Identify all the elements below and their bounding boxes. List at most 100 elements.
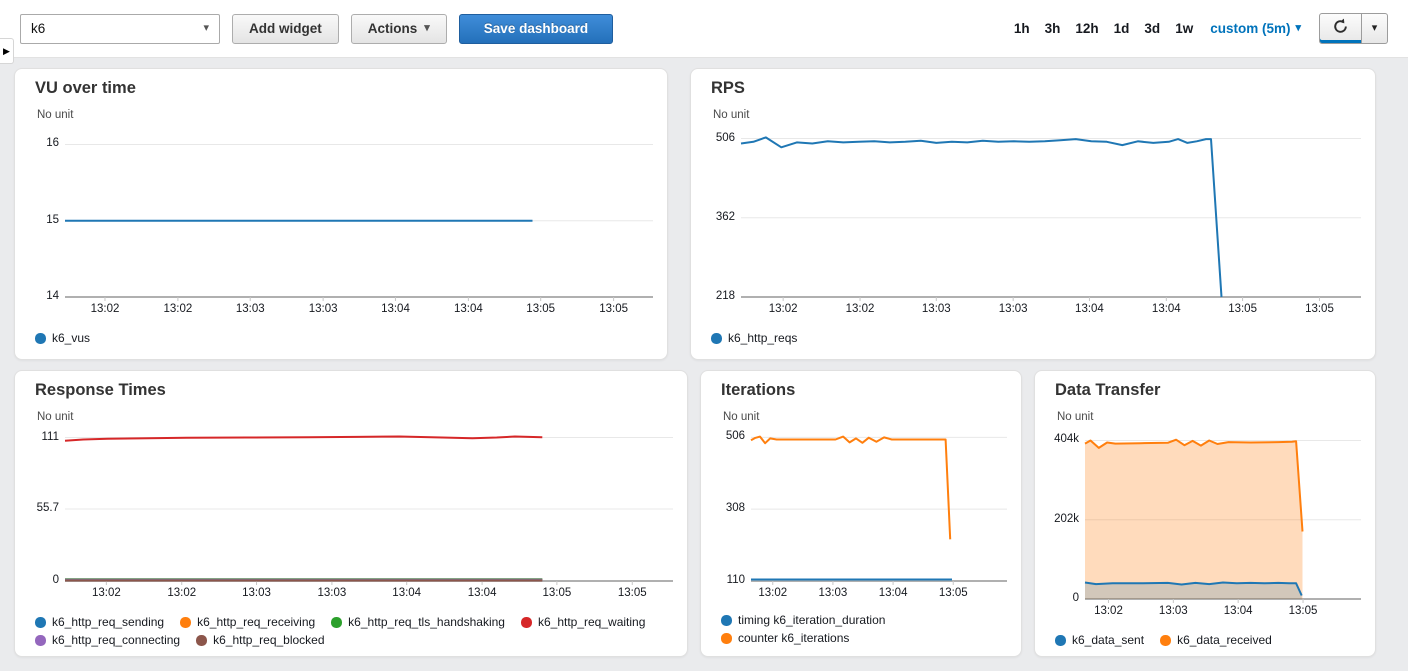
x-tick-label: 13:03 bbox=[235, 303, 265, 315]
x-tick-label: 13:04 bbox=[1223, 605, 1253, 617]
unit-label: No unit bbox=[713, 109, 750, 121]
x-tick-label: 13:05 bbox=[599, 303, 628, 315]
x-tick-label: 13:03 bbox=[818, 587, 848, 599]
iterations-chart[interactable]: 506 308 110 13:02 13:03 13:04 13:05 bbox=[711, 427, 1011, 601]
refresh-button[interactable] bbox=[1319, 13, 1362, 44]
legend-item[interactable]: k6_data_received bbox=[1160, 633, 1272, 647]
legend-item[interactable]: k6_http_req_connecting bbox=[35, 633, 180, 647]
legend-item[interactable]: k6_http_req_blocked bbox=[196, 633, 325, 647]
x-tick-label: 13:05 bbox=[617, 587, 647, 599]
y-tick-label: 202k bbox=[1054, 512, 1079, 525]
legend-label: k6_data_received bbox=[1177, 633, 1272, 647]
legend-color-chip bbox=[331, 616, 343, 628]
chevron-down-icon: ▾ bbox=[1371, 22, 1378, 34]
legend-item[interactable]: k6_vus bbox=[35, 331, 90, 345]
chart-canvas bbox=[740, 136, 1361, 301]
x-tick-label: 13:02 bbox=[167, 587, 197, 599]
sidebar-expand-button[interactable]: ▶ bbox=[0, 38, 14, 64]
legend-color-chip bbox=[196, 634, 208, 646]
legend-label: k6_http_req_tls_handshaking bbox=[348, 615, 505, 629]
legend-label: k6_http_req_blocked bbox=[213, 633, 325, 647]
x-tick-label: 13:02 bbox=[758, 587, 788, 599]
dashboard-select-value: k6 bbox=[31, 21, 46, 36]
widget-title: RPS bbox=[711, 79, 745, 97]
y-tick-label: 0 bbox=[1072, 592, 1079, 604]
legend-item[interactable]: k6_http_req_sending bbox=[35, 615, 164, 629]
unit-label: No unit bbox=[37, 411, 74, 423]
x-tick-label: 13:02 bbox=[1094, 605, 1123, 617]
y-tick-label: 15 bbox=[46, 213, 59, 226]
save-dashboard-button[interactable]: Save dashboard bbox=[458, 13, 614, 44]
data-transfer-legend: k6_data_sent k6_data_received bbox=[1055, 633, 1365, 647]
x-tick-label: 13:03 bbox=[317, 587, 347, 599]
legend-label: k6_data_sent bbox=[1072, 633, 1145, 647]
x-tick-label: 13:02 bbox=[90, 303, 120, 315]
legend-color-chip bbox=[35, 616, 46, 628]
legend-color-chip bbox=[1055, 634, 1066, 646]
x-tick-label: 13:05 bbox=[1228, 303, 1257, 315]
legend-item[interactable]: k6_http_req_receiving bbox=[180, 615, 315, 629]
legend-item[interactable]: counter k6_iterations bbox=[721, 631, 849, 645]
range-12h[interactable]: 12h bbox=[1075, 21, 1099, 36]
range-1w[interactable]: 1w bbox=[1175, 21, 1194, 36]
widget-title: Data Transfer bbox=[1055, 381, 1161, 399]
response-times-chart[interactable]: 111 55.7 0 13:02 13:02 13:03 13:03 13:04 13:04 13… bbox=[25, 427, 677, 601]
actions-button[interactable]: Actions ▾ bbox=[350, 13, 447, 44]
legend-label: k6_http_req_waiting bbox=[537, 615, 646, 629]
rps-chart[interactable]: 506 362 218 13:02 13:02 13:03 13:03 13:04 13:04 1… bbox=[701, 127, 1365, 317]
legend-label: k6_vus bbox=[52, 331, 91, 345]
x-tick-label: 13:04 bbox=[1151, 303, 1181, 315]
y-tick-label: 362 bbox=[715, 210, 735, 223]
range-1d[interactable]: 1d bbox=[1113, 21, 1130, 36]
x-tick-label: 13:05 bbox=[542, 587, 572, 599]
x-tick-label: 13:05 bbox=[938, 587, 968, 599]
x-tick-label: 13:03 bbox=[242, 587, 271, 599]
y-tick-label: 55.7 bbox=[36, 502, 59, 514]
x-tick-label: 13:04 bbox=[392, 587, 422, 599]
time-range-links: 1h 3h 12h 1d 3d 1w custom (5m) ▾ bbox=[1014, 21, 1301, 36]
chart-canvas bbox=[1084, 438, 1361, 603]
chart-canvas bbox=[65, 143, 653, 301]
dashboard-toolbar: k6 ▾ Add widget Actions ▾ Save dashboard… bbox=[0, 0, 1408, 58]
legend-item[interactable]: k6_http_req_waiting bbox=[520, 615, 646, 629]
legend-label: counter k6_iterations bbox=[738, 631, 850, 645]
add-widget-button[interactable]: Add widget bbox=[232, 13, 339, 44]
widget-title: Iterations bbox=[721, 381, 796, 399]
chart-canvas bbox=[750, 435, 1007, 585]
x-tick-label: 13:02 bbox=[91, 587, 121, 599]
y-tick-label: 16 bbox=[46, 137, 59, 150]
time-range-controls: 1h 3h 12h 1d 3d 1w custom (5m) ▾ ▾ bbox=[1014, 13, 1388, 44]
custom-range-button[interactable]: custom (5m) ▾ bbox=[1210, 21, 1301, 36]
legend-color-chip bbox=[721, 632, 732, 644]
x-tick-label: 13:04 bbox=[381, 303, 410, 315]
widget-data-transfer: Data Transfer No unit 404k 202k 0 13:02 13:0… bbox=[1034, 370, 1376, 657]
legend-item[interactable]: k6_http_req_tls_handshaking bbox=[331, 615, 505, 629]
x-tick-label: 13:03 bbox=[1158, 605, 1188, 617]
range-1h[interactable]: 1h bbox=[1013, 21, 1030, 36]
response-times-legend: k6_http_req_sending k6_http_req_receiving… bbox=[35, 615, 677, 647]
legend-item[interactable]: k6_http_reqs bbox=[711, 331, 797, 345]
y-tick-label: 506 bbox=[715, 131, 735, 144]
range-3h[interactable]: 3h bbox=[1044, 21, 1061, 36]
legend-item[interactable]: k6_data_sent bbox=[1055, 633, 1144, 647]
widget-response-times: Response Times No unit 111 55.7 0 13:02 13:0… bbox=[14, 370, 688, 657]
y-tick-label: 404k bbox=[1054, 433, 1079, 446]
unit-label: No unit bbox=[37, 109, 74, 121]
data-transfer-chart[interactable]: 404k 202k 0 13:02 13:03 13:04 13:05 bbox=[1045, 429, 1365, 619]
range-3d[interactable]: 3d bbox=[1144, 21, 1161, 36]
refresh-icon bbox=[1332, 18, 1349, 40]
legend-label: k6_http_req_receiving bbox=[197, 615, 316, 629]
y-tick-label: 14 bbox=[46, 290, 59, 302]
y-tick-label: 308 bbox=[725, 502, 745, 515]
chevron-down-icon: ▾ bbox=[1295, 22, 1301, 34]
x-tick-label: 13:05 bbox=[1288, 605, 1318, 617]
refresh-options-button[interactable]: ▾ bbox=[1362, 13, 1388, 44]
legend-item[interactable]: timing k6_iteration_duration bbox=[721, 613, 885, 627]
actions-label: Actions bbox=[367, 21, 418, 36]
vu-over-time-chart[interactable]: 16 15 14 13:02 13:02 13:03 13:03 13:04 13:04 13:0… bbox=[25, 127, 657, 317]
legend-color-chip bbox=[711, 332, 722, 344]
dashboard-select[interactable]: k6 ▾ bbox=[20, 13, 220, 44]
widget-rps: RPS No unit 506 362 218 13:02 13:02 13:03 13:0… bbox=[690, 68, 1376, 360]
x-tick-label: 13:05 bbox=[1305, 303, 1334, 315]
